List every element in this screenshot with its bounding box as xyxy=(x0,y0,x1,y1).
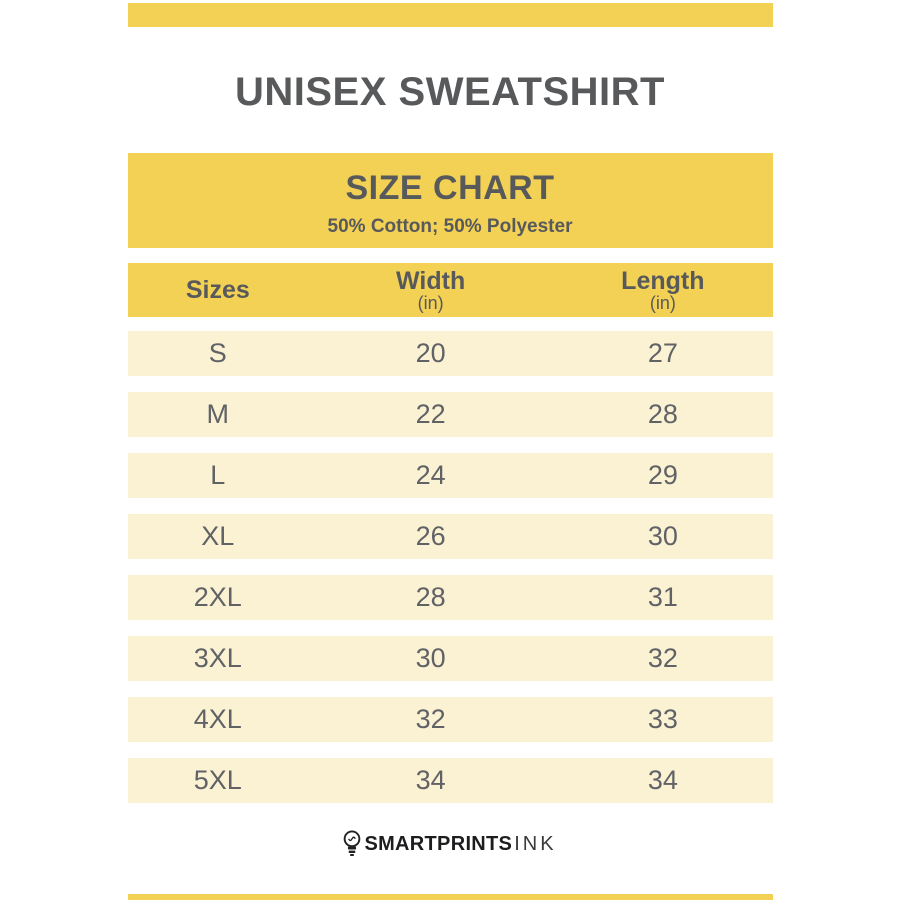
length-cell: 30 xyxy=(647,521,678,551)
length-cell: 28 xyxy=(647,399,678,429)
table-row: 5XL 34 34 xyxy=(127,758,773,803)
column-unit: (in) xyxy=(417,292,444,313)
bottom-accent-bar xyxy=(127,894,773,900)
fabric-composition: 50% Cotton; 50% Polyester xyxy=(327,216,573,237)
size-cell: 2XL xyxy=(193,582,242,612)
length-cell: 27 xyxy=(647,338,678,368)
lightbulb-icon xyxy=(344,830,361,857)
column-label: Length xyxy=(621,266,705,295)
size-cell: L xyxy=(210,460,226,490)
column-header-width: Width (in) xyxy=(308,263,553,317)
size-cell: 4XL xyxy=(193,704,242,734)
top-accent-bar xyxy=(127,3,773,27)
width-cell: 20 xyxy=(415,338,446,368)
column-header-length: Length (in) xyxy=(553,263,772,317)
brand-logo: SMARTPRINTS INK xyxy=(128,830,773,858)
length-cell: 31 xyxy=(647,582,678,612)
table-row: L 24 29 xyxy=(127,453,773,498)
column-header-sizes: Sizes xyxy=(128,263,309,317)
column-label: Sizes xyxy=(185,276,250,304)
length-cell: 29 xyxy=(647,460,678,490)
table-row: XL 26 30 xyxy=(127,514,773,559)
table-row: 4XL 32 33 xyxy=(127,697,773,742)
width-cell: 32 xyxy=(415,704,446,734)
product-title: UNISEX SWEATSHIRT xyxy=(234,70,665,114)
size-cell: M xyxy=(206,399,230,429)
table-body: S 20 27 M 22 28 L 24 29 XL 26 30 2XL 28 31 3XL 30 32 4XL 32… xyxy=(127,331,773,803)
table-row: 2XL 28 31 xyxy=(127,575,773,620)
size-chart-page: UNISEX SWEATSHIRT SIZE CHART 50% Cotton;… xyxy=(127,3,773,900)
width-cell: 26 xyxy=(415,521,446,551)
table-header-row: Sizes Width (in) Length (in) xyxy=(127,263,773,317)
column-label: Width xyxy=(396,266,466,295)
width-cell: 30 xyxy=(415,643,446,673)
column-unit: (in) xyxy=(649,292,676,313)
width-cell: 34 xyxy=(415,765,446,795)
size-chart-title: SIZE CHART xyxy=(345,169,555,207)
table-row: 3XL 30 32 xyxy=(127,636,773,681)
size-cell: XL xyxy=(201,521,235,551)
size-chart-header: SIZE CHART 50% Cotton; 50% Polyester xyxy=(127,153,773,248)
length-cell: 33 xyxy=(647,704,678,734)
brand-name-light: INK xyxy=(514,832,557,855)
width-cell: 24 xyxy=(415,460,446,490)
length-cell: 34 xyxy=(647,765,678,795)
width-cell: 22 xyxy=(415,399,446,429)
length-cell: 32 xyxy=(647,643,678,673)
brand-name-bold: SMARTPRINTS xyxy=(364,832,513,855)
width-cell: 28 xyxy=(415,582,446,612)
table-row: S 20 27 xyxy=(127,331,773,376)
size-cell: S xyxy=(208,338,227,368)
size-cell: 3XL xyxy=(193,643,242,673)
table-row: M 22 28 xyxy=(127,392,773,437)
size-cell: 5XL xyxy=(193,765,242,795)
